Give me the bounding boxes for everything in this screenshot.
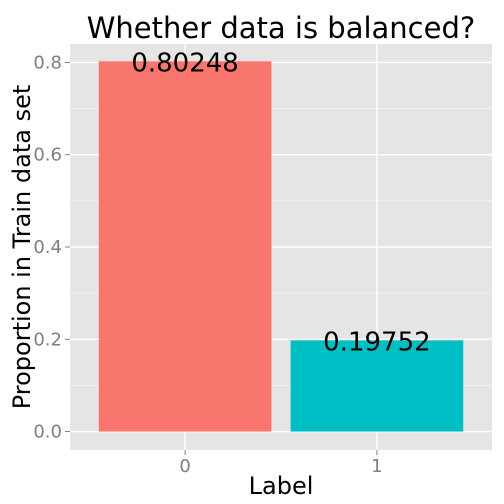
y-axis-title: Proportion in Train data set [8,85,36,410]
data-label-1: 0.19752 [323,327,431,357]
x-tick-label-0: 0 [179,456,190,477]
data-labels: 0.80248 0.19752 [131,48,430,357]
y-tick-label: 0.6 [33,145,62,166]
bars [98,61,464,432]
bar-1 [290,340,464,432]
data-label-0: 0.80248 [131,48,239,78]
bar-0 [98,61,272,432]
y-tick-label: 0.2 [33,329,62,350]
y-axis-ticks: 0.0 0.2 0.4 0.6 0.8 [33,52,70,443]
y-tick-label: 0.0 [33,422,62,443]
x-axis-title: Label [249,472,314,500]
y-tick-label: 0.8 [33,52,62,73]
y-tick-label: 0.4 [33,237,62,258]
x-tick-label-1: 1 [371,456,382,477]
chart-title: Whether data is balanced? [87,11,476,45]
